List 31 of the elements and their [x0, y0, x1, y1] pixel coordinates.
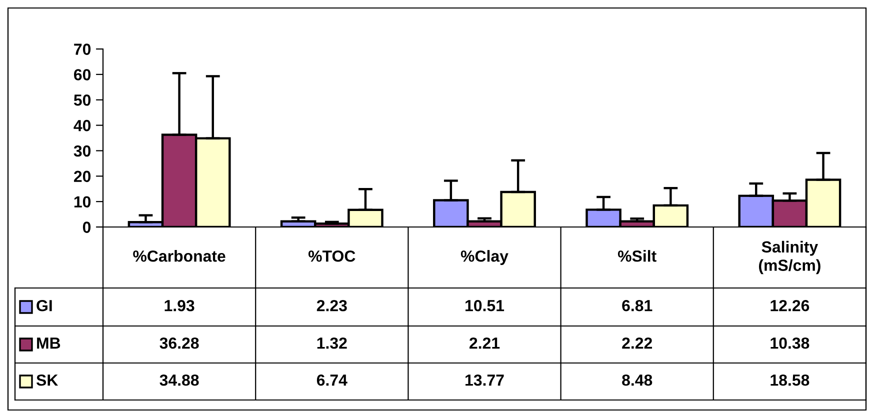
legend-label: SK: [36, 374, 58, 386]
data-label: 6.74: [316, 374, 348, 386]
data-label: 6.81: [622, 300, 652, 312]
x-tick-label: %Silt: [618, 250, 656, 262]
data-label: 1.32: [317, 337, 347, 349]
data-label: 18.58: [770, 374, 810, 386]
legend-label: GI: [36, 300, 52, 312]
data-label: 8.48: [622, 374, 652, 386]
y-tick-label: 0: [82, 222, 91, 233]
data-label: 36.28: [160, 337, 199, 349]
data-label: 13.77: [466, 374, 504, 386]
y-tick-label: 50: [74, 94, 91, 106]
y-tick-label: 20: [74, 170, 91, 182]
x-tick-label: %Carbonate: [133, 250, 226, 262]
data-label: 2.21: [470, 337, 500, 349]
x-tick-label: %Clay: [460, 250, 508, 265]
x-tick-label: Salinity (mS/cm): [758, 240, 820, 274]
y-tick-label: 40: [74, 120, 91, 132]
data-label: 34.88: [160, 374, 199, 386]
data-label: 1.93: [164, 300, 194, 312]
x-tick-label: %TOC: [308, 250, 356, 262]
y-tick-label: 10: [74, 196, 91, 208]
y-tick-label: 60: [74, 69, 91, 80]
data-label: 2.23: [316, 300, 347, 312]
data-label: 12.26: [770, 300, 810, 312]
data-label: 2.22: [622, 337, 652, 349]
data-label: 10.51: [466, 300, 504, 312]
y-tick-label: 70: [74, 44, 91, 55]
legend-label: MB: [37, 338, 60, 349]
data-label: 10.38: [770, 337, 810, 349]
y-tick-label: 30: [74, 145, 91, 157]
